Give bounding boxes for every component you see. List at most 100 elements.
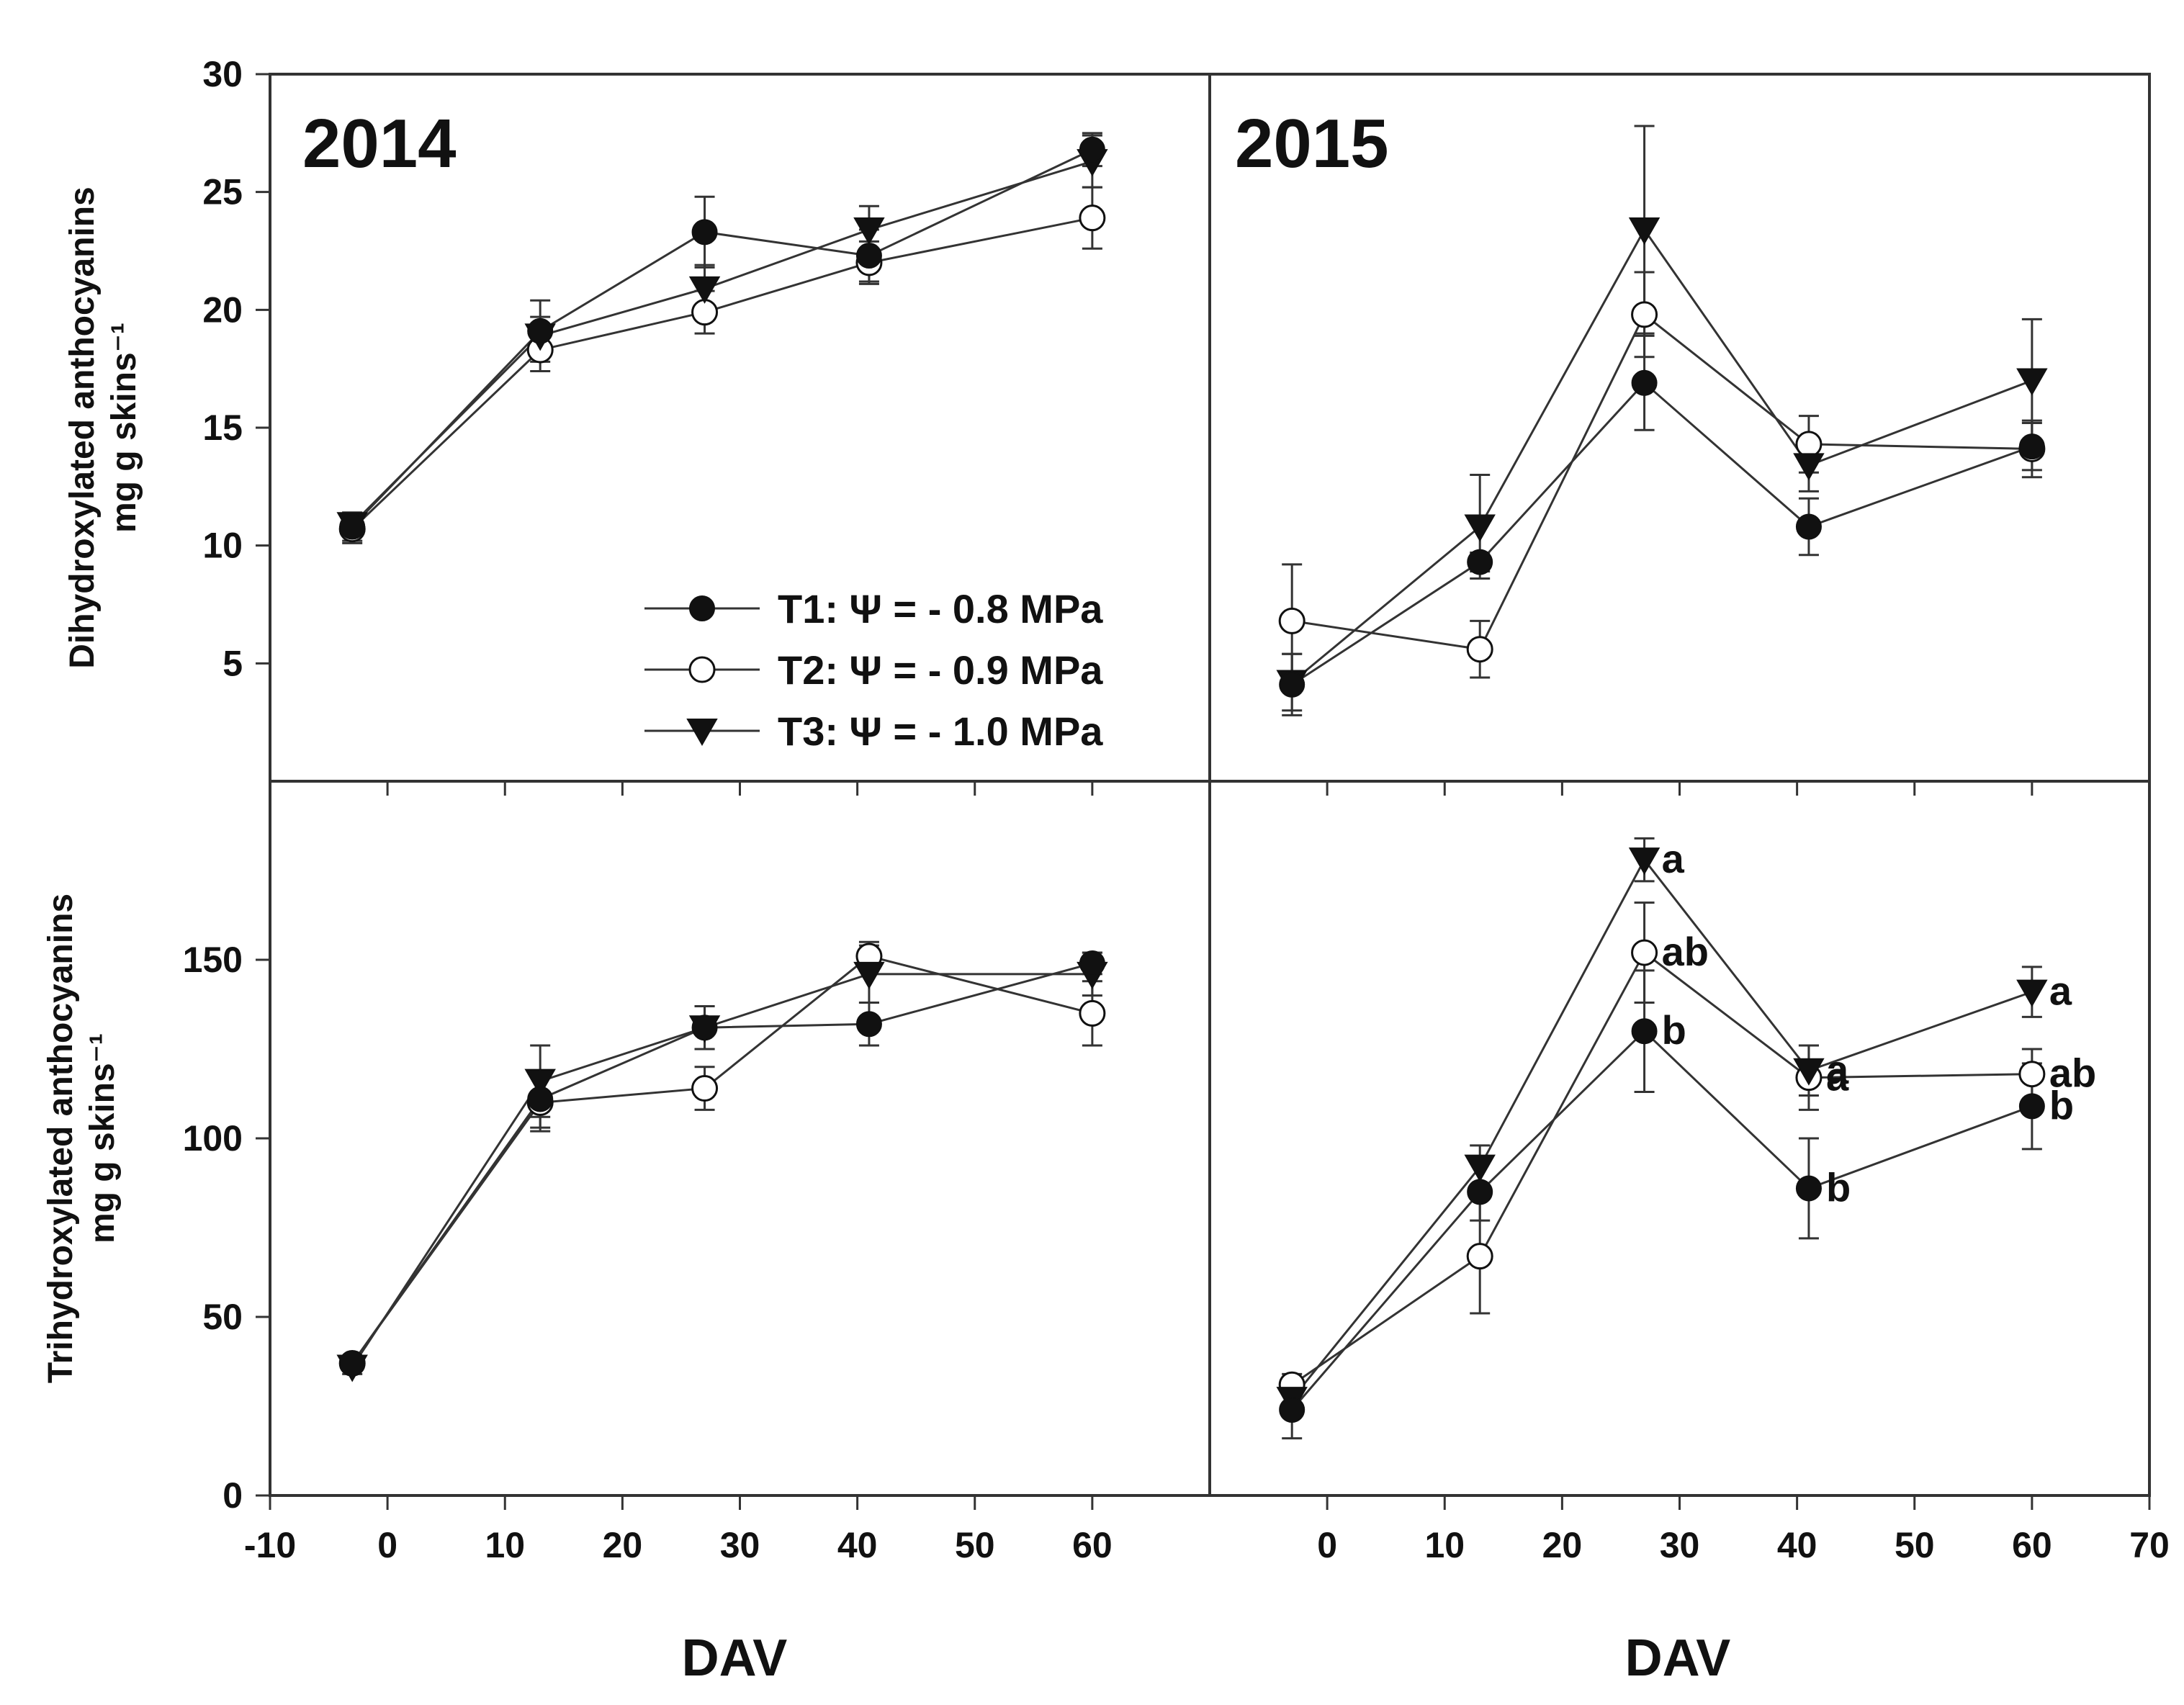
data-point-t3 <box>853 217 885 246</box>
y-axis-label-di-line2: mg g skins⁻¹ <box>105 323 143 533</box>
xticks-di-2014 <box>269 781 1094 796</box>
series-line-t3 <box>351 973 1092 1368</box>
data-point-t1 <box>1079 950 1105 976</box>
data-point-t1 <box>1795 1175 1822 1202</box>
significance-letter: ab <box>1662 929 1709 974</box>
data-point-t1 <box>527 318 554 344</box>
data-point-t3 <box>1464 1154 1496 1182</box>
xticks-tri-2015: 0 10 20 30 40 50 60 70 <box>1317 1495 2170 1565</box>
significance-letter: a <box>1826 1047 1849 1092</box>
legend-marker-shape-t3 <box>686 719 718 747</box>
y-tick-label: 10 <box>202 526 243 566</box>
data-point-t1 <box>1279 1396 1306 1423</box>
data-point-t2 <box>1466 636 1493 663</box>
data-point-t1 <box>527 1086 554 1112</box>
panel-di-2014: 5 10 15 20 25 30 2014 <box>202 54 1108 796</box>
legend-item-t2: T2: Ψ = - 0.9 MPa <box>644 647 1103 693</box>
data-point-t1 <box>691 1015 718 1041</box>
x-axis-label-right: DAV <box>1625 1629 1731 1687</box>
x-tick-label: 30 <box>1660 1525 1700 1565</box>
data-point-t1 <box>339 1350 366 1377</box>
data-point-t3 <box>1628 217 1661 246</box>
series-line-t2 <box>1291 312 2032 651</box>
y-tick-label: 20 <box>202 289 243 330</box>
data-point-t3 <box>1793 1058 1825 1086</box>
x-tick-label: 50 <box>955 1525 995 1565</box>
x-tick-label: 70 <box>2129 1525 2170 1565</box>
xticks-tri-2014: -10 0 10 20 30 40 50 60 <box>244 1495 1113 1565</box>
x-tick-label: 50 <box>1895 1525 1935 1565</box>
data-point-t1 <box>1467 1179 1493 1205</box>
y-tick-label: 50 <box>202 1297 243 1337</box>
panel-di-2015: 2015 <box>1235 105 2151 796</box>
y-tick-label: 30 <box>202 54 243 94</box>
data-point-t1 <box>2018 1093 2045 1120</box>
frame-tri-2015 <box>1208 780 2151 1497</box>
significance-letter: b <box>2049 1082 2074 1128</box>
legend-marker-t2 <box>688 656 716 683</box>
data-point-t1 <box>1079 136 1105 163</box>
data-point-t2 <box>1466 1243 1493 1270</box>
x-tick-label: 20 <box>1542 1525 1583 1565</box>
series-line-t1 <box>1291 381 2033 686</box>
yticks-tri-2014: 0 50 100 150 <box>183 940 270 1516</box>
significance-letter: a <box>1662 836 1685 881</box>
legend: T1: Ψ = - 0.8 MPa T2: Ψ = - 0.9 MPa T3: … <box>644 586 1103 754</box>
x-tick-label: 10 <box>485 1525 525 1565</box>
x-axis-label-left: DAV <box>682 1629 788 1687</box>
series-line-t2 <box>351 217 1093 530</box>
data-point-t1 <box>1279 671 1306 698</box>
series-line-t3 <box>351 160 1093 526</box>
plot-tri-2014 <box>336 940 1108 1382</box>
legend-label-t3: T3: Ψ = - 1.0 MPa <box>778 708 1103 754</box>
yticks-di-2014: 5 10 15 20 25 30 <box>202 54 270 683</box>
frame-tri-2014 <box>269 780 1211 1497</box>
data-point-t2 <box>1631 939 1658 966</box>
significance-letter: ab <box>2049 1051 2096 1096</box>
legend-marker-shape-t2 <box>688 656 716 683</box>
data-point-t3 <box>1793 453 1825 481</box>
x-tick-label: 30 <box>720 1525 760 1565</box>
y-tick-label: 15 <box>202 408 243 448</box>
data-point-t2 <box>1631 301 1658 328</box>
series-line-t1 <box>1291 1030 2033 1411</box>
legend-marker-t3 <box>686 719 718 747</box>
legend-marker-t1 <box>689 595 715 621</box>
xticks-di-2015 <box>1326 781 2151 796</box>
x-tick-label: 60 <box>2012 1525 2052 1565</box>
y-tick-label: 100 <box>183 1118 243 1159</box>
data-point-t1 <box>855 1011 882 1038</box>
x-tick-label: 60 <box>1072 1525 1113 1565</box>
y-axis-label-di-line1: Dihydroxylated anthocyanins <box>63 186 102 669</box>
data-point-t3 <box>1464 514 1496 542</box>
data-point-t1 <box>1795 513 1822 540</box>
data-point-t2 <box>1079 204 1106 232</box>
y-axis-label-tri-line1: Trihydroxylated anthocyanins <box>42 894 80 1383</box>
data-point-t3 <box>524 1069 556 1097</box>
significance-letter: a <box>1826 1054 1849 1099</box>
y-tick-label: 5 <box>223 643 243 683</box>
series-line-t1 <box>351 962 1093 1364</box>
data-point-t3 <box>853 961 885 989</box>
data-point-t3 <box>688 276 721 304</box>
data-point-t3 <box>1628 847 1661 876</box>
data-point-t2 <box>1278 607 1306 634</box>
panel-title-2015: 2015 <box>1235 105 1389 182</box>
data-point-t2 <box>1079 999 1106 1027</box>
series-line-t3 <box>1291 228 2033 683</box>
x-tick-label: 10 <box>1424 1525 1465 1565</box>
legend-label-t2: T2: Ψ = - 0.9 MPa <box>778 647 1103 693</box>
x-tick-label: -10 <box>244 1525 296 1565</box>
legend-marker-shape-t1 <box>689 595 715 621</box>
plot-di-2015 <box>1276 125 2048 716</box>
panel-title-2014: 2014 <box>302 105 457 182</box>
legend-label-t1: T1: Ψ = - 0.8 MPa <box>778 586 1103 631</box>
data-point-t1 <box>339 513 366 540</box>
significance-letter: b <box>1662 1007 1686 1053</box>
x-tick-label: 0 <box>1317 1525 1337 1565</box>
data-point-t1 <box>855 243 882 269</box>
